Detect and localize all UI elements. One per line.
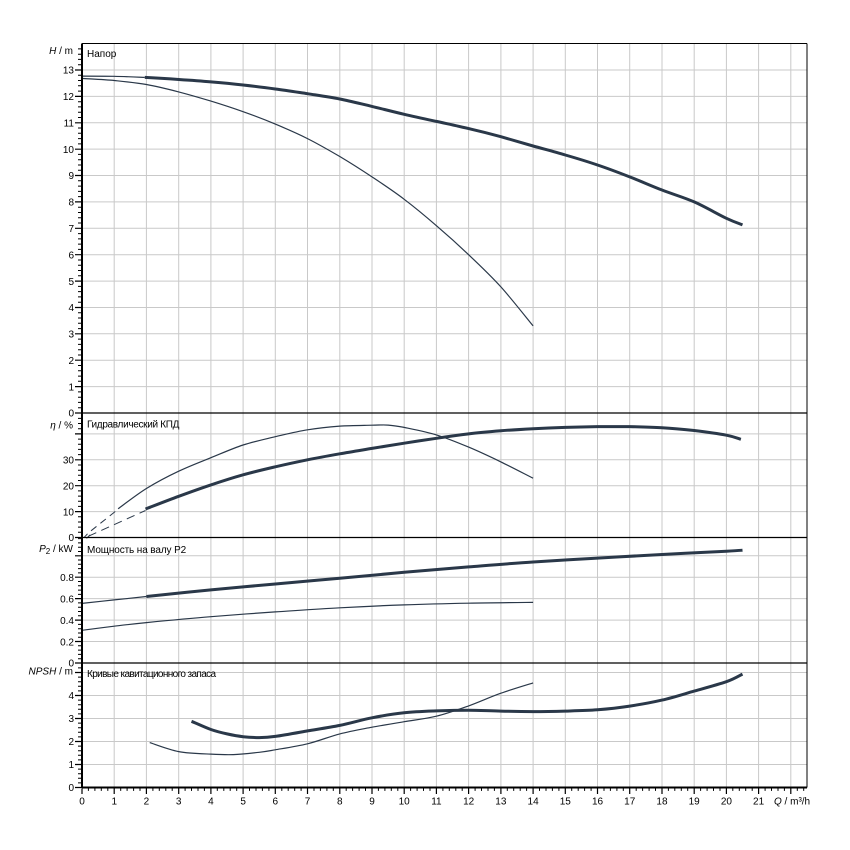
svg-text:P2 / kW: P2 / kW <box>39 544 73 556</box>
svg-text:0: 0 <box>68 533 74 544</box>
svg-text:1: 1 <box>111 797 117 808</box>
svg-text:3: 3 <box>68 330 74 341</box>
svg-text:Кривые кавитационного запаса: Кривые кавитационного запаса <box>87 669 217 680</box>
svg-text:10: 10 <box>63 145 75 156</box>
svg-text:2: 2 <box>68 356 74 367</box>
svg-text:1: 1 <box>68 760 74 771</box>
svg-text:5: 5 <box>68 277 74 288</box>
svg-text:18: 18 <box>656 797 668 808</box>
svg-text:0: 0 <box>68 409 74 420</box>
svg-text:0.6: 0.6 <box>60 594 74 605</box>
svg-text:21: 21 <box>753 797 765 808</box>
svg-text:8: 8 <box>68 198 74 209</box>
svg-text:12: 12 <box>463 797 475 808</box>
svg-text:9: 9 <box>369 797 375 808</box>
svg-text:7: 7 <box>68 224 74 235</box>
svg-text:19: 19 <box>689 797 701 808</box>
svg-text:13: 13 <box>63 66 75 77</box>
svg-text:11: 11 <box>431 797 442 808</box>
svg-text:Q / m³/h: Q / m³/h <box>774 797 810 808</box>
svg-text:3: 3 <box>68 714 74 725</box>
svg-text:17: 17 <box>624 797 636 808</box>
svg-text:20: 20 <box>63 481 75 492</box>
svg-text:9: 9 <box>68 171 74 182</box>
svg-text:13: 13 <box>495 797 507 808</box>
svg-text:Мощность на валу P2: Мощность на валу P2 <box>87 545 187 556</box>
svg-text:0: 0 <box>79 797 85 808</box>
svg-text:30: 30 <box>63 456 75 467</box>
svg-text:2: 2 <box>68 737 74 748</box>
svg-text:6: 6 <box>68 250 74 261</box>
svg-text:H / m: H / m <box>49 46 73 57</box>
svg-text:4: 4 <box>68 691 74 702</box>
svg-text:3: 3 <box>176 797 182 808</box>
svg-text:4: 4 <box>208 797 214 808</box>
svg-text:7: 7 <box>305 797 311 808</box>
svg-text:0.2: 0.2 <box>60 637 74 648</box>
svg-text:η / %: η / % <box>50 421 73 432</box>
svg-text:14: 14 <box>528 797 540 808</box>
svg-text:6: 6 <box>273 797 279 808</box>
svg-text:0.4: 0.4 <box>60 616 74 627</box>
svg-text:4: 4 <box>68 303 74 314</box>
svg-text:8: 8 <box>337 797 343 808</box>
svg-text:16: 16 <box>592 797 604 808</box>
svg-text:15: 15 <box>560 797 572 808</box>
svg-text:1: 1 <box>68 382 74 393</box>
svg-text:10: 10 <box>399 797 411 808</box>
svg-text:NPSH / m: NPSH / m <box>29 667 73 678</box>
svg-text:0: 0 <box>68 783 74 794</box>
svg-text:20: 20 <box>721 797 733 808</box>
svg-text:5: 5 <box>240 797 246 808</box>
svg-text:0: 0 <box>68 659 74 670</box>
svg-text:Гидравлический КПД: Гидравлический КПД <box>87 419 180 430</box>
svg-text:12: 12 <box>63 92 75 103</box>
svg-text:0.8: 0.8 <box>60 573 74 584</box>
svg-text:11: 11 <box>64 118 75 129</box>
svg-text:10: 10 <box>63 507 75 518</box>
svg-text:Напор: Напор <box>87 49 117 60</box>
svg-text:2: 2 <box>144 797 150 808</box>
